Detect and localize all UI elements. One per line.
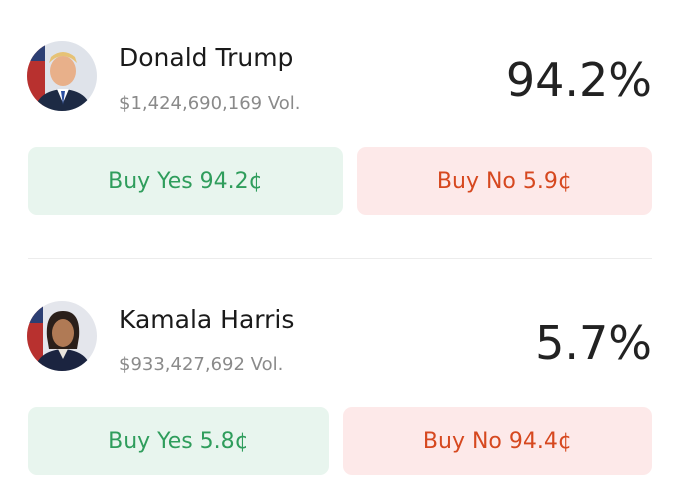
candidate-name: Kamala Harris (119, 305, 295, 334)
volume: $933,427,692 Vol. (119, 354, 284, 375)
candidate-card: Donald Trump $1,424,690,169 Vol. 94.2% B… (0, 0, 680, 215)
buy-no-button[interactable]: Buy No 94.4¢ (342, 407, 652, 475)
divider (28, 258, 652, 259)
candidate-card: Kamala Harris $933,427,692 Vol. 5.7% Buy… (0, 260, 680, 475)
volume: $1,424,690,169 Vol. (119, 93, 301, 114)
percent: 94.2% (505, 53, 652, 107)
avatar (27, 301, 97, 371)
percent: 5.7% (535, 316, 652, 370)
avatar (27, 41, 97, 111)
button-row: Buy Yes 94.2¢ Buy No 5.9¢ (28, 147, 652, 215)
buy-yes-button[interactable]: Buy Yes 94.2¢ (28, 147, 343, 215)
candidate-name: Donald Trump (119, 43, 294, 72)
button-row: Buy Yes 5.8¢ Buy No 94.4¢ (28, 407, 652, 475)
buy-no-button[interactable]: Buy No 5.9¢ (356, 147, 652, 215)
buy-yes-button[interactable]: Buy Yes 5.8¢ (28, 407, 329, 475)
